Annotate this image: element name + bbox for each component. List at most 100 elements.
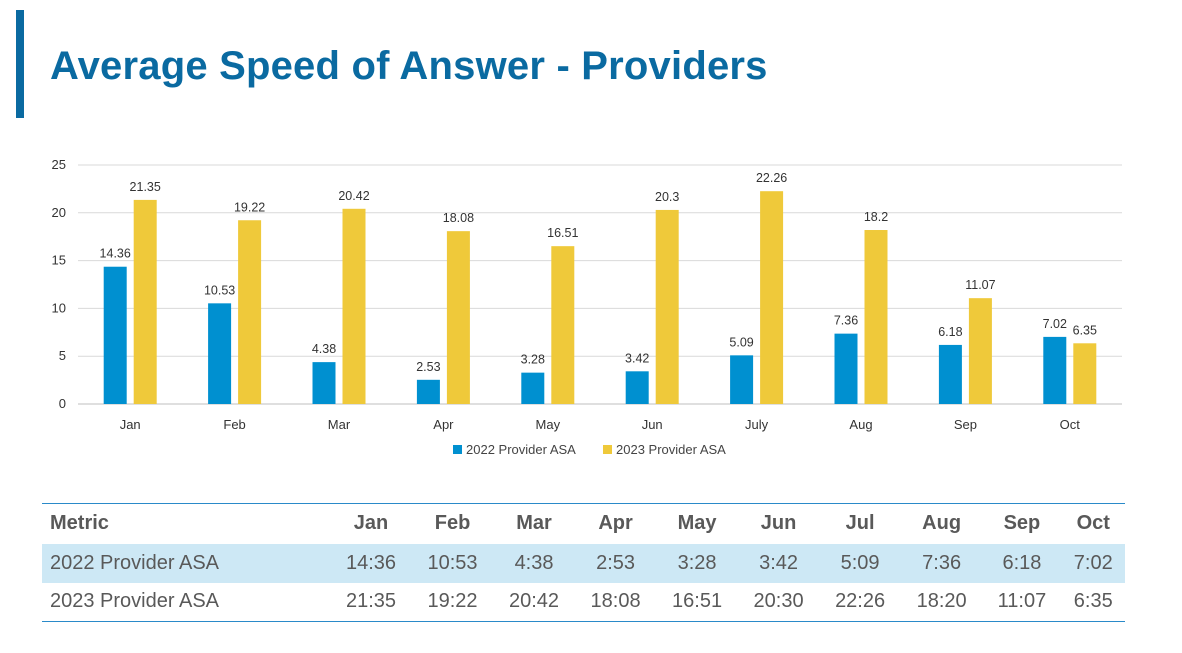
legend-label: 2022 Provider ASA (466, 442, 576, 457)
x-tick-label: July (745, 417, 769, 432)
column-header: Oct (1076, 512, 1110, 535)
column-header: Jul (845, 512, 875, 535)
bar-1 (238, 220, 262, 404)
bar-1 (760, 191, 784, 404)
data-label: 18.08 (443, 211, 474, 225)
column-header: Aug (922, 512, 962, 535)
x-tick-label: Oct (1060, 417, 1081, 432)
bar-1 (342, 208, 366, 404)
bar-0 (103, 266, 127, 404)
table-cell: 20:30 (753, 590, 804, 613)
table-cell: 22:26 (835, 590, 886, 613)
table-cell: 20:42 (509, 590, 560, 613)
axes: 0 5 10 15 20 25 Jan Feb Mar Apr May Jun July Aug Sep Oc… (52, 157, 1081, 432)
table-cell: 3:28 (677, 551, 717, 574)
x-tick-label: Mar (328, 417, 351, 432)
data-label: 7.36 (834, 314, 858, 328)
table-cell: 4:38 (514, 551, 554, 574)
x-tick-label: Aug (849, 417, 872, 432)
bar-1 (446, 231, 470, 404)
y-tick-label: 10 (52, 300, 66, 315)
legend-swatch (453, 445, 462, 454)
bar-1 (655, 209, 679, 404)
column-header: Jan (353, 512, 389, 535)
x-tick-label: Jun (642, 417, 663, 432)
bar-1 (1073, 343, 1097, 404)
data-label: 6.35 (1073, 323, 1097, 337)
table-cell: 18:20 (916, 590, 967, 613)
data-labels: 14.36 21.35 10.53 19.22 4.38 20.42 2.53 18.08 3.… (100, 171, 1097, 374)
table-cell: 19:22 (427, 590, 478, 613)
column-header: Jun (760, 512, 797, 535)
y-tick-label: 15 (52, 253, 66, 268)
bar-0 (834, 333, 858, 404)
table-cell: 2:53 (596, 551, 636, 574)
bar-0 (1043, 336, 1067, 404)
bar-0 (730, 355, 754, 404)
x-tick-label: Jan (120, 417, 141, 432)
column-header: Sep (1003, 512, 1041, 535)
bar-0 (625, 371, 649, 404)
data-label: 11.07 (965, 278, 995, 292)
data-label: 14.36 (100, 247, 131, 261)
bar-chart: 14.36 21.35 10.53 19.22 4.38 20.42 2.53 18.08 3.… (52, 157, 1122, 457)
column-header: Feb (434, 512, 471, 535)
row-metric: 2022 Provider ASA (50, 551, 219, 574)
row-metric: 2023 Provider ASA (50, 590, 219, 613)
data-label: 3.28 (521, 353, 545, 367)
x-tick-label: Feb (223, 417, 245, 432)
chart-legend: 2022 Provider ASA 2023 Provider ASA (453, 442, 726, 457)
table-cell: 3:42 (759, 551, 799, 574)
data-label: 18.2 (864, 210, 888, 224)
bar-0 (521, 372, 545, 404)
column-header: Apr (598, 512, 633, 535)
data-label: 5.09 (729, 335, 753, 349)
bars (103, 191, 1097, 404)
data-label: 22.26 (756, 171, 787, 185)
bar-0 (416, 379, 440, 404)
data-label: 10.53 (204, 283, 235, 297)
table-cell: 21:35 (345, 590, 397, 613)
legend-label: 2023 Provider ASA (616, 442, 726, 457)
asa-table: Metric Jan Feb Mar Apr May Jun Jul Aug S… (42, 503, 1125, 622)
table-cell: 5:09 (840, 551, 880, 574)
bar-0 (312, 362, 336, 404)
title-accent-bar (16, 10, 24, 118)
data-label: 7.02 (1043, 317, 1067, 331)
table-row: 2022 Provider ASA 14:36 10:53 4:38 2:53 … (42, 543, 1125, 583)
table-cell: 6:18 (1002, 551, 1042, 574)
bar-1 (968, 298, 992, 404)
bar-1 (864, 230, 888, 404)
bar-1 (551, 246, 575, 404)
table-row: 2023 Provider ASA 21:35 19:22 20:42 18:0… (42, 583, 1125, 622)
x-tick-label: Sep (954, 417, 977, 432)
data-label: 19.22 (234, 200, 265, 214)
legend-swatch (603, 445, 612, 454)
x-tick-label: May (536, 417, 561, 432)
data-label: 4.38 (312, 342, 336, 356)
y-tick-label: 25 (52, 157, 66, 172)
column-header: Metric (50, 512, 109, 535)
data-label: 20.3 (655, 190, 679, 204)
table-cell: 11:07 (997, 590, 1047, 613)
bar-0 (208, 303, 232, 404)
x-tick-label: Apr (433, 417, 454, 432)
y-tick-label: 5 (59, 348, 66, 363)
column-header: May (677, 512, 717, 535)
table-cell: 16:51 (672, 590, 723, 613)
table-cell: 6:35 (1073, 590, 1113, 613)
y-tick-label: 20 (52, 205, 66, 220)
table-cell: 14:36 (345, 551, 397, 574)
column-header: Mar (516, 512, 552, 535)
data-label: 3.42 (625, 351, 649, 365)
table-cell: 18:08 (590, 590, 641, 613)
page-title: Average Speed of Answer - Providers (50, 44, 768, 88)
asa-table-container: Metric Jan Feb Mar Apr May Jun Jul Aug S… (42, 503, 1125, 622)
bar-0 (938, 344, 962, 404)
data-label: 2.53 (416, 360, 440, 374)
data-label: 6.18 (938, 325, 962, 339)
data-label: 21.35 (130, 180, 161, 194)
bar-1 (133, 199, 157, 404)
data-label: 16.51 (547, 226, 578, 240)
table-cell: 7:02 (1073, 551, 1113, 574)
